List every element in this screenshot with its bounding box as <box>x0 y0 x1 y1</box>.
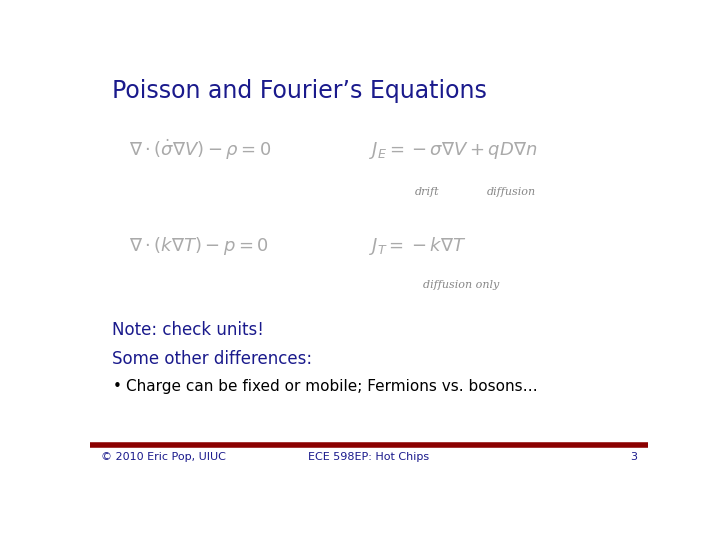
Text: ECE 598EP: Hot Chips: ECE 598EP: Hot Chips <box>308 453 430 462</box>
Text: drift: drift <box>415 187 440 197</box>
Text: $\nabla\cdot(k\nabla T) - p = 0$: $\nabla\cdot(k\nabla T) - p = 0$ <box>129 235 269 256</box>
Text: $J_E = -\sigma\nabla V + qD\nabla n$: $J_E = -\sigma\nabla V + qD\nabla n$ <box>369 139 537 160</box>
Text: © 2010 Eric Pop, UIUC: © 2010 Eric Pop, UIUC <box>101 453 226 462</box>
Text: Note: check units!: Note: check units! <box>112 321 264 339</box>
Text: Charge can be fixed or mobile; Fermions vs. bosons…: Charge can be fixed or mobile; Fermions … <box>126 379 538 394</box>
Text: 3: 3 <box>630 453 637 462</box>
Text: •: • <box>112 379 121 394</box>
Text: $J_T = -k\nabla T$: $J_T = -k\nabla T$ <box>369 235 467 256</box>
Text: Poisson and Fourier’s Equations: Poisson and Fourier’s Equations <box>112 79 487 103</box>
Text: Some other differences:: Some other differences: <box>112 349 312 368</box>
Text: diffusion only: diffusion only <box>423 280 499 290</box>
Text: $\nabla\cdot(\dot{\sigma}\nabla V) - \rho = 0$: $\nabla\cdot(\dot{\sigma}\nabla V) - \rh… <box>129 138 271 162</box>
Text: diffusion: diffusion <box>487 187 536 197</box>
